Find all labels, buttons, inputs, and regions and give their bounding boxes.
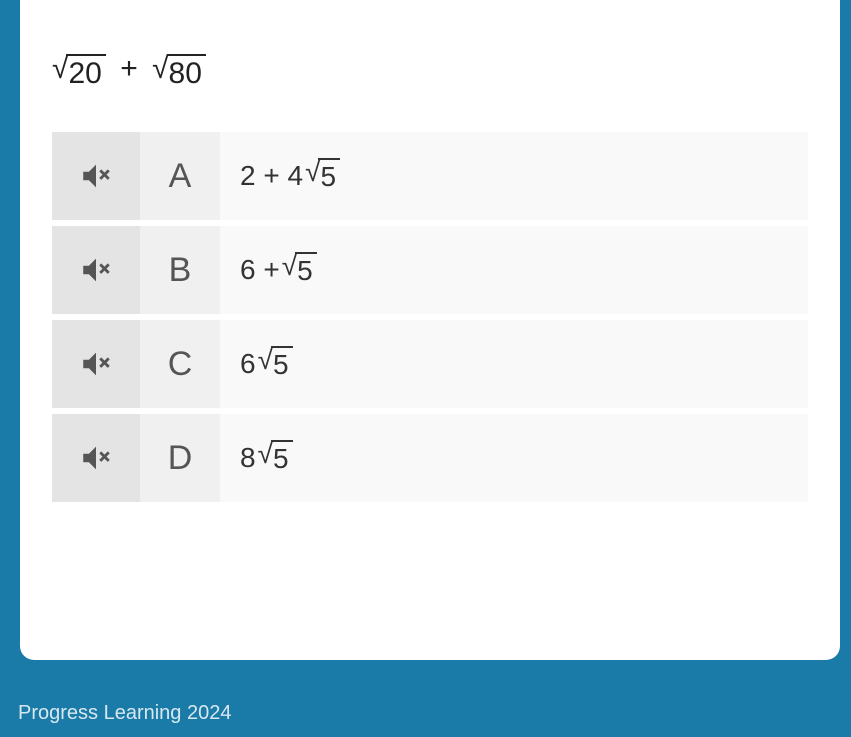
answer-prefix: 2 + 4 (240, 160, 303, 192)
option-letter-b: B (140, 226, 220, 314)
audio-button-b[interactable] (52, 226, 140, 314)
answer-radicand: 5 (271, 440, 293, 476)
answer-sqrt: √ 5 (305, 158, 340, 194)
option-answer-a: 2 + 4 √ 5 (220, 132, 808, 220)
option-answer-d: 8 √ 5 (220, 414, 808, 502)
speaker-muted-icon (79, 159, 113, 193)
answer-prefix: 8 (240, 442, 256, 474)
sqrt-term-2: √ 80 (152, 54, 206, 92)
option-letter-d: D (140, 414, 220, 502)
option-row-d[interactable]: D 8 √ 5 (52, 414, 808, 502)
footer-copyright: Progress Learning 2024 (18, 702, 231, 725)
audio-button-c[interactable] (52, 320, 140, 408)
option-answer-b: 6 + √ 5 (220, 226, 808, 314)
answer-prefix: 6 + (240, 254, 280, 286)
radicand-2: 80 (167, 54, 206, 92)
answer-radicand: 5 (318, 158, 340, 194)
audio-button-a[interactable] (52, 132, 140, 220)
option-answer-c: 6 √ 5 (220, 320, 808, 408)
answer-prefix: 6 (240, 348, 256, 380)
answer-radicand: 5 (295, 252, 317, 288)
option-row-a[interactable]: A 2 + 4 √ 5 (52, 132, 808, 220)
question-expression: √ 20 + √ 80 (52, 52, 808, 92)
sqrt-term-1: √ 20 (52, 54, 106, 92)
audio-button-d[interactable] (52, 414, 140, 502)
radicand-1: 20 (66, 54, 105, 92)
operator-plus: + (120, 52, 138, 85)
option-letter-a: A (140, 132, 220, 220)
answer-sqrt: √ 5 (282, 252, 317, 288)
option-letter-c: C (140, 320, 220, 408)
options-list: A 2 + 4 √ 5 B 6 + √ (52, 132, 808, 502)
question-card: √ 20 + √ 80 A 2 + 4 √ 5 (20, 0, 840, 660)
speaker-muted-icon (79, 253, 113, 287)
answer-radicand: 5 (271, 346, 293, 382)
speaker-muted-icon (79, 347, 113, 381)
option-row-b[interactable]: B 6 + √ 5 (52, 226, 808, 314)
answer-sqrt: √ 5 (258, 440, 293, 476)
speaker-muted-icon (79, 441, 113, 475)
option-row-c[interactable]: C 6 √ 5 (52, 320, 808, 408)
answer-sqrt: √ 5 (258, 346, 293, 382)
